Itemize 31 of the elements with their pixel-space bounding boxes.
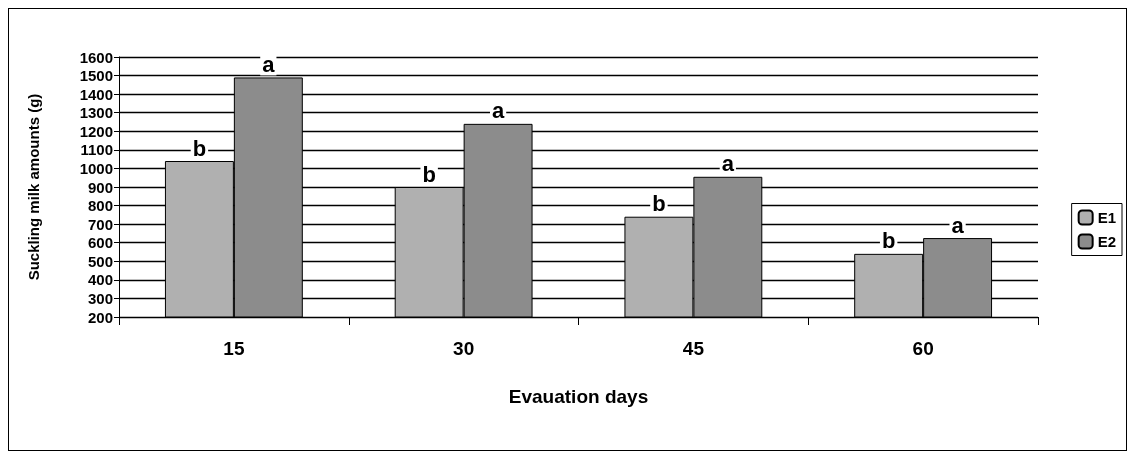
annotation: a — [721, 151, 735, 177]
x-axis-title: Evauation days — [508, 386, 649, 407]
y-tick-label: 1100 — [80, 141, 113, 159]
y-tick-label: 600 — [87, 234, 113, 252]
annotation: a — [951, 212, 965, 238]
y-tick-label: 1200 — [79, 122, 113, 140]
legend-label: E1 — [1097, 209, 1117, 226]
y-tick-label: 300 — [87, 289, 113, 307]
y-tick-label: 1300 — [79, 104, 113, 122]
y-tick-label: 200 — [87, 308, 113, 326]
annotation: b — [652, 191, 666, 217]
legend-label: E2 — [1097, 233, 1117, 250]
y-tick-label: 500 — [87, 252, 113, 270]
y-tick-label: 800 — [87, 197, 113, 215]
y-tick-label: 1400 — [79, 85, 113, 103]
y-tick-label: 1000 — [79, 159, 113, 177]
y-tick-label: 700 — [87, 215, 113, 233]
x-tick-label: 15 — [223, 338, 245, 359]
y-axis-title: Suckling milk amounts (g) — [25, 93, 42, 281]
annotation: a — [491, 98, 505, 124]
annotation: b — [422, 161, 436, 187]
x-tick-label: 30 — [453, 338, 475, 359]
y-tick-label: 1600 — [79, 48, 113, 66]
annotation: b — [881, 228, 896, 254]
x-tick-label: 60 — [912, 338, 934, 359]
annotation: a — [262, 51, 276, 77]
y-tick-label: 900 — [87, 178, 113, 196]
y-tick-label: 400 — [87, 271, 113, 289]
annotation: b — [192, 135, 207, 161]
x-tick-label: 45 — [682, 338, 705, 359]
y-tick-label: 1500 — [79, 67, 113, 85]
